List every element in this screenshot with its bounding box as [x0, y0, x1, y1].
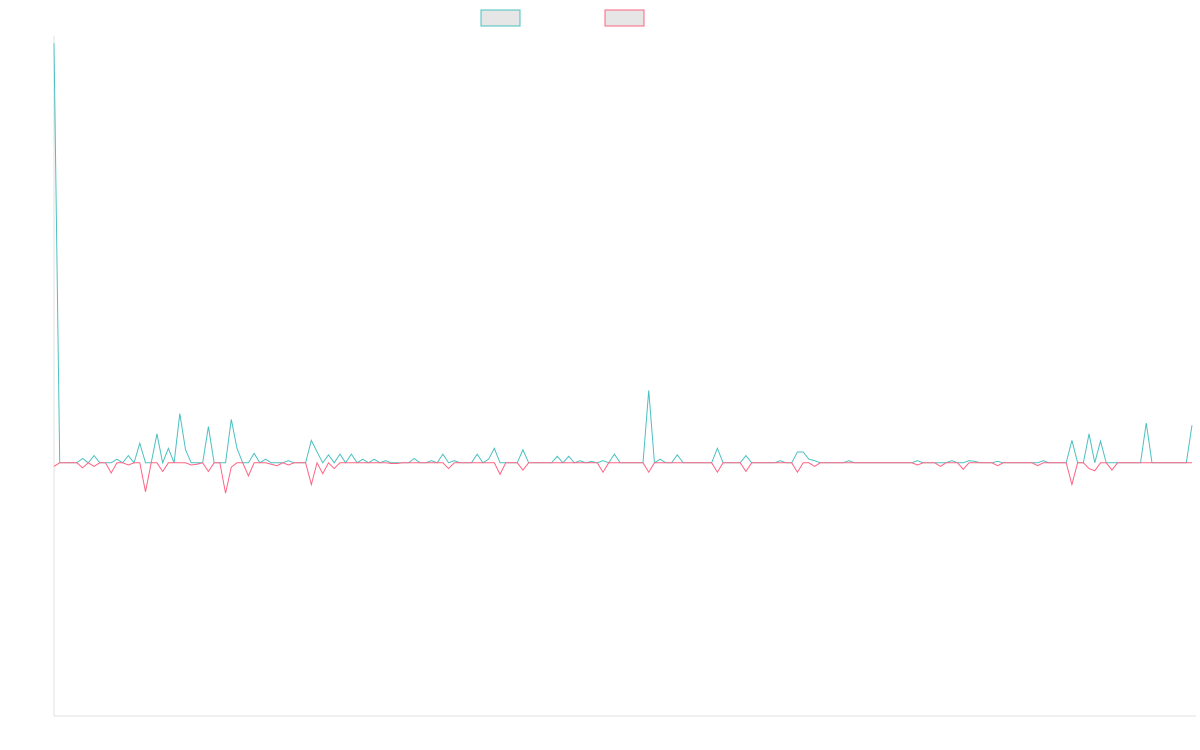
legend-swatch-series-2[interactable]: [604, 9, 645, 27]
series-group: [53, 43, 1193, 494]
legend: [480, 9, 645, 27]
series-1-line: [53, 43, 1193, 465]
axes: [53, 36, 1196, 717]
legend-swatch-series-1[interactable]: [480, 9, 521, 27]
series-2-line: [53, 461, 1192, 494]
